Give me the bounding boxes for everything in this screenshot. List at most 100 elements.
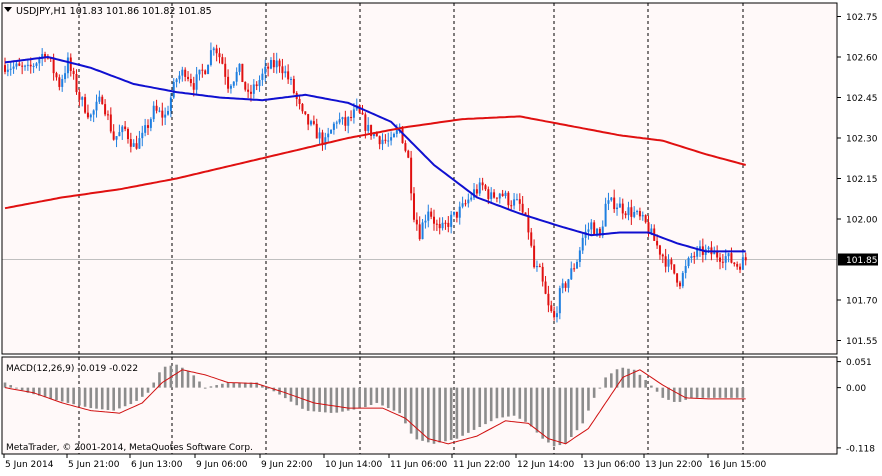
candle-body <box>101 96 104 105</box>
macd-histogram-bar <box>55 387 58 401</box>
candle-body <box>713 251 716 255</box>
macd-histogram-bar <box>455 387 459 439</box>
candle-body <box>544 281 547 294</box>
macd-histogram-bar <box>558 387 562 446</box>
candle-body <box>147 125 149 128</box>
macd-histogram-bar <box>192 375 196 388</box>
candle-body <box>184 69 187 77</box>
macd-histogram-bar <box>15 387 18 389</box>
candle-body <box>696 249 699 257</box>
macd-histogram-bar <box>461 387 464 436</box>
candle-body <box>338 119 341 123</box>
candle-body <box>661 254 664 257</box>
candle-body <box>221 57 224 64</box>
candle-body <box>524 212 527 216</box>
candle-body <box>112 131 115 140</box>
main-chart-area[interactable] <box>2 3 837 354</box>
macd-histogram-bar <box>83 387 87 407</box>
candle-body <box>229 85 232 89</box>
candle-body <box>470 197 473 200</box>
macd-histogram-bar <box>735 387 739 398</box>
candle-body <box>372 133 375 136</box>
candle-body <box>104 104 107 115</box>
time-tick-label: 11 Jun 06:00 <box>390 460 447 470</box>
candle-body <box>407 150 410 158</box>
candle-body <box>573 268 576 270</box>
macd-histogram-bar <box>49 387 53 399</box>
candle-body <box>518 199 521 204</box>
candle-body <box>324 137 327 146</box>
candle-body <box>453 211 456 215</box>
candle-body <box>693 256 696 258</box>
chart-menu-triangle-icon[interactable] <box>4 7 12 12</box>
candle-body <box>633 212 636 217</box>
candle-body <box>444 222 447 224</box>
macd-histogram-bar <box>724 387 728 398</box>
macd-histogram-bar <box>604 377 607 388</box>
price-tick-label: 102.00 <box>846 216 878 226</box>
macd-histogram-bar <box>564 387 567 444</box>
candle-body <box>227 76 230 89</box>
candle-body <box>484 185 487 190</box>
macd-histogram-bar <box>163 366 167 388</box>
time-tick-label: 5 Jun 21:00 <box>68 460 120 470</box>
macd-histogram-bar <box>318 387 321 412</box>
macd-histogram-bar <box>501 387 504 418</box>
candle-body <box>390 137 393 141</box>
candle-body <box>596 228 599 235</box>
candle-body <box>89 114 92 118</box>
macd-subwindow[interactable] <box>2 357 837 454</box>
macd-histogram-bar <box>26 387 30 393</box>
macd-histogram-bar <box>306 387 310 411</box>
candle-body <box>673 264 676 274</box>
candle-body <box>207 64 210 75</box>
candle-body <box>438 224 441 229</box>
macd-histogram-bar <box>426 387 430 443</box>
candle-body <box>530 232 533 246</box>
candle-body <box>578 250 581 262</box>
candle-body <box>195 74 198 90</box>
candle-body <box>167 111 170 115</box>
candle-body <box>198 69 201 75</box>
candle-body <box>553 311 556 318</box>
candle-body <box>401 126 404 144</box>
candle-body <box>244 82 247 90</box>
macd-histogram-bar <box>38 387 41 396</box>
candle-body <box>121 126 124 133</box>
candle-body <box>593 222 596 235</box>
candle-body <box>187 76 190 80</box>
candle-body <box>84 97 87 113</box>
macd-histogram-bar <box>364 387 367 408</box>
candle-body <box>613 197 616 210</box>
candle-body <box>610 197 613 201</box>
candle-body <box>424 220 427 223</box>
candle-body <box>507 192 510 206</box>
candle-body <box>55 73 58 78</box>
candle-body <box>641 215 644 217</box>
price-tick-label: 102.75 <box>846 13 878 23</box>
candle-body <box>327 133 330 138</box>
macd-histogram-bar <box>432 387 436 444</box>
macd-histogram-bar <box>118 387 121 409</box>
candle-body <box>26 64 29 66</box>
macd-histogram-bar <box>398 387 401 414</box>
candle-body <box>616 207 619 210</box>
candle-body <box>152 105 155 120</box>
macd-histogram-bar <box>467 387 470 433</box>
candle-body <box>350 117 353 119</box>
candle-body <box>510 205 513 207</box>
candle-body <box>278 60 281 67</box>
candle-body <box>29 64 32 67</box>
candle-body <box>447 222 450 227</box>
candle-body <box>44 53 47 58</box>
candle-body <box>232 81 235 86</box>
candle-body <box>481 182 484 186</box>
macd-histogram-bar <box>369 387 373 405</box>
time-tick-label: 12 Jun 14:00 <box>517 460 574 470</box>
candle-body <box>124 126 127 130</box>
time-tick-label: 9 Jun 22:00 <box>261 460 313 470</box>
symbol-header: USDJPY,H1 101.83 101.86 101.82 101.85 <box>16 6 212 17</box>
candle-body <box>412 193 415 220</box>
